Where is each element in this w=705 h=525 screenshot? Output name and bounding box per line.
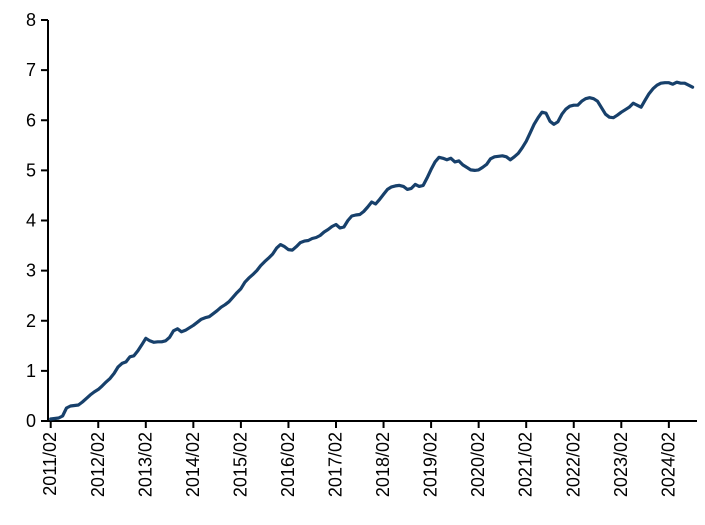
x-tick-label: 2018/02 xyxy=(373,432,393,497)
y-tick-label: 4 xyxy=(26,211,36,231)
y-tick-label: 1 xyxy=(26,361,36,381)
y-tick-label: 0 xyxy=(26,411,36,431)
y-tick-label: 2 xyxy=(26,311,36,331)
x-tick-label: 2014/02 xyxy=(183,432,203,497)
x-tick-label: 2022/02 xyxy=(563,432,583,497)
y-tick-label: 3 xyxy=(26,261,36,281)
y-tick-label: 6 xyxy=(26,110,36,130)
x-tick-label: 2023/02 xyxy=(611,432,631,497)
x-tick-label: 2020/02 xyxy=(468,432,488,497)
x-tick-label: 2011/02 xyxy=(40,432,60,496)
x-tick-label: 2021/02 xyxy=(516,432,536,497)
x-tick-label: 2016/02 xyxy=(278,432,298,497)
y-tick-label: 7 xyxy=(26,60,36,80)
x-tick-label: 2012/02 xyxy=(88,432,108,497)
x-tick-label: 2024/02 xyxy=(658,432,678,497)
y-tick-label: 5 xyxy=(26,160,36,180)
x-tick-label: 2013/02 xyxy=(135,432,155,497)
x-tick-label: 2015/02 xyxy=(230,432,250,497)
x-tick-label: 2019/02 xyxy=(421,432,441,497)
y-tick-label: 8 xyxy=(26,10,36,30)
data-line xyxy=(49,80,695,421)
x-tick-label: 2017/02 xyxy=(326,432,346,497)
